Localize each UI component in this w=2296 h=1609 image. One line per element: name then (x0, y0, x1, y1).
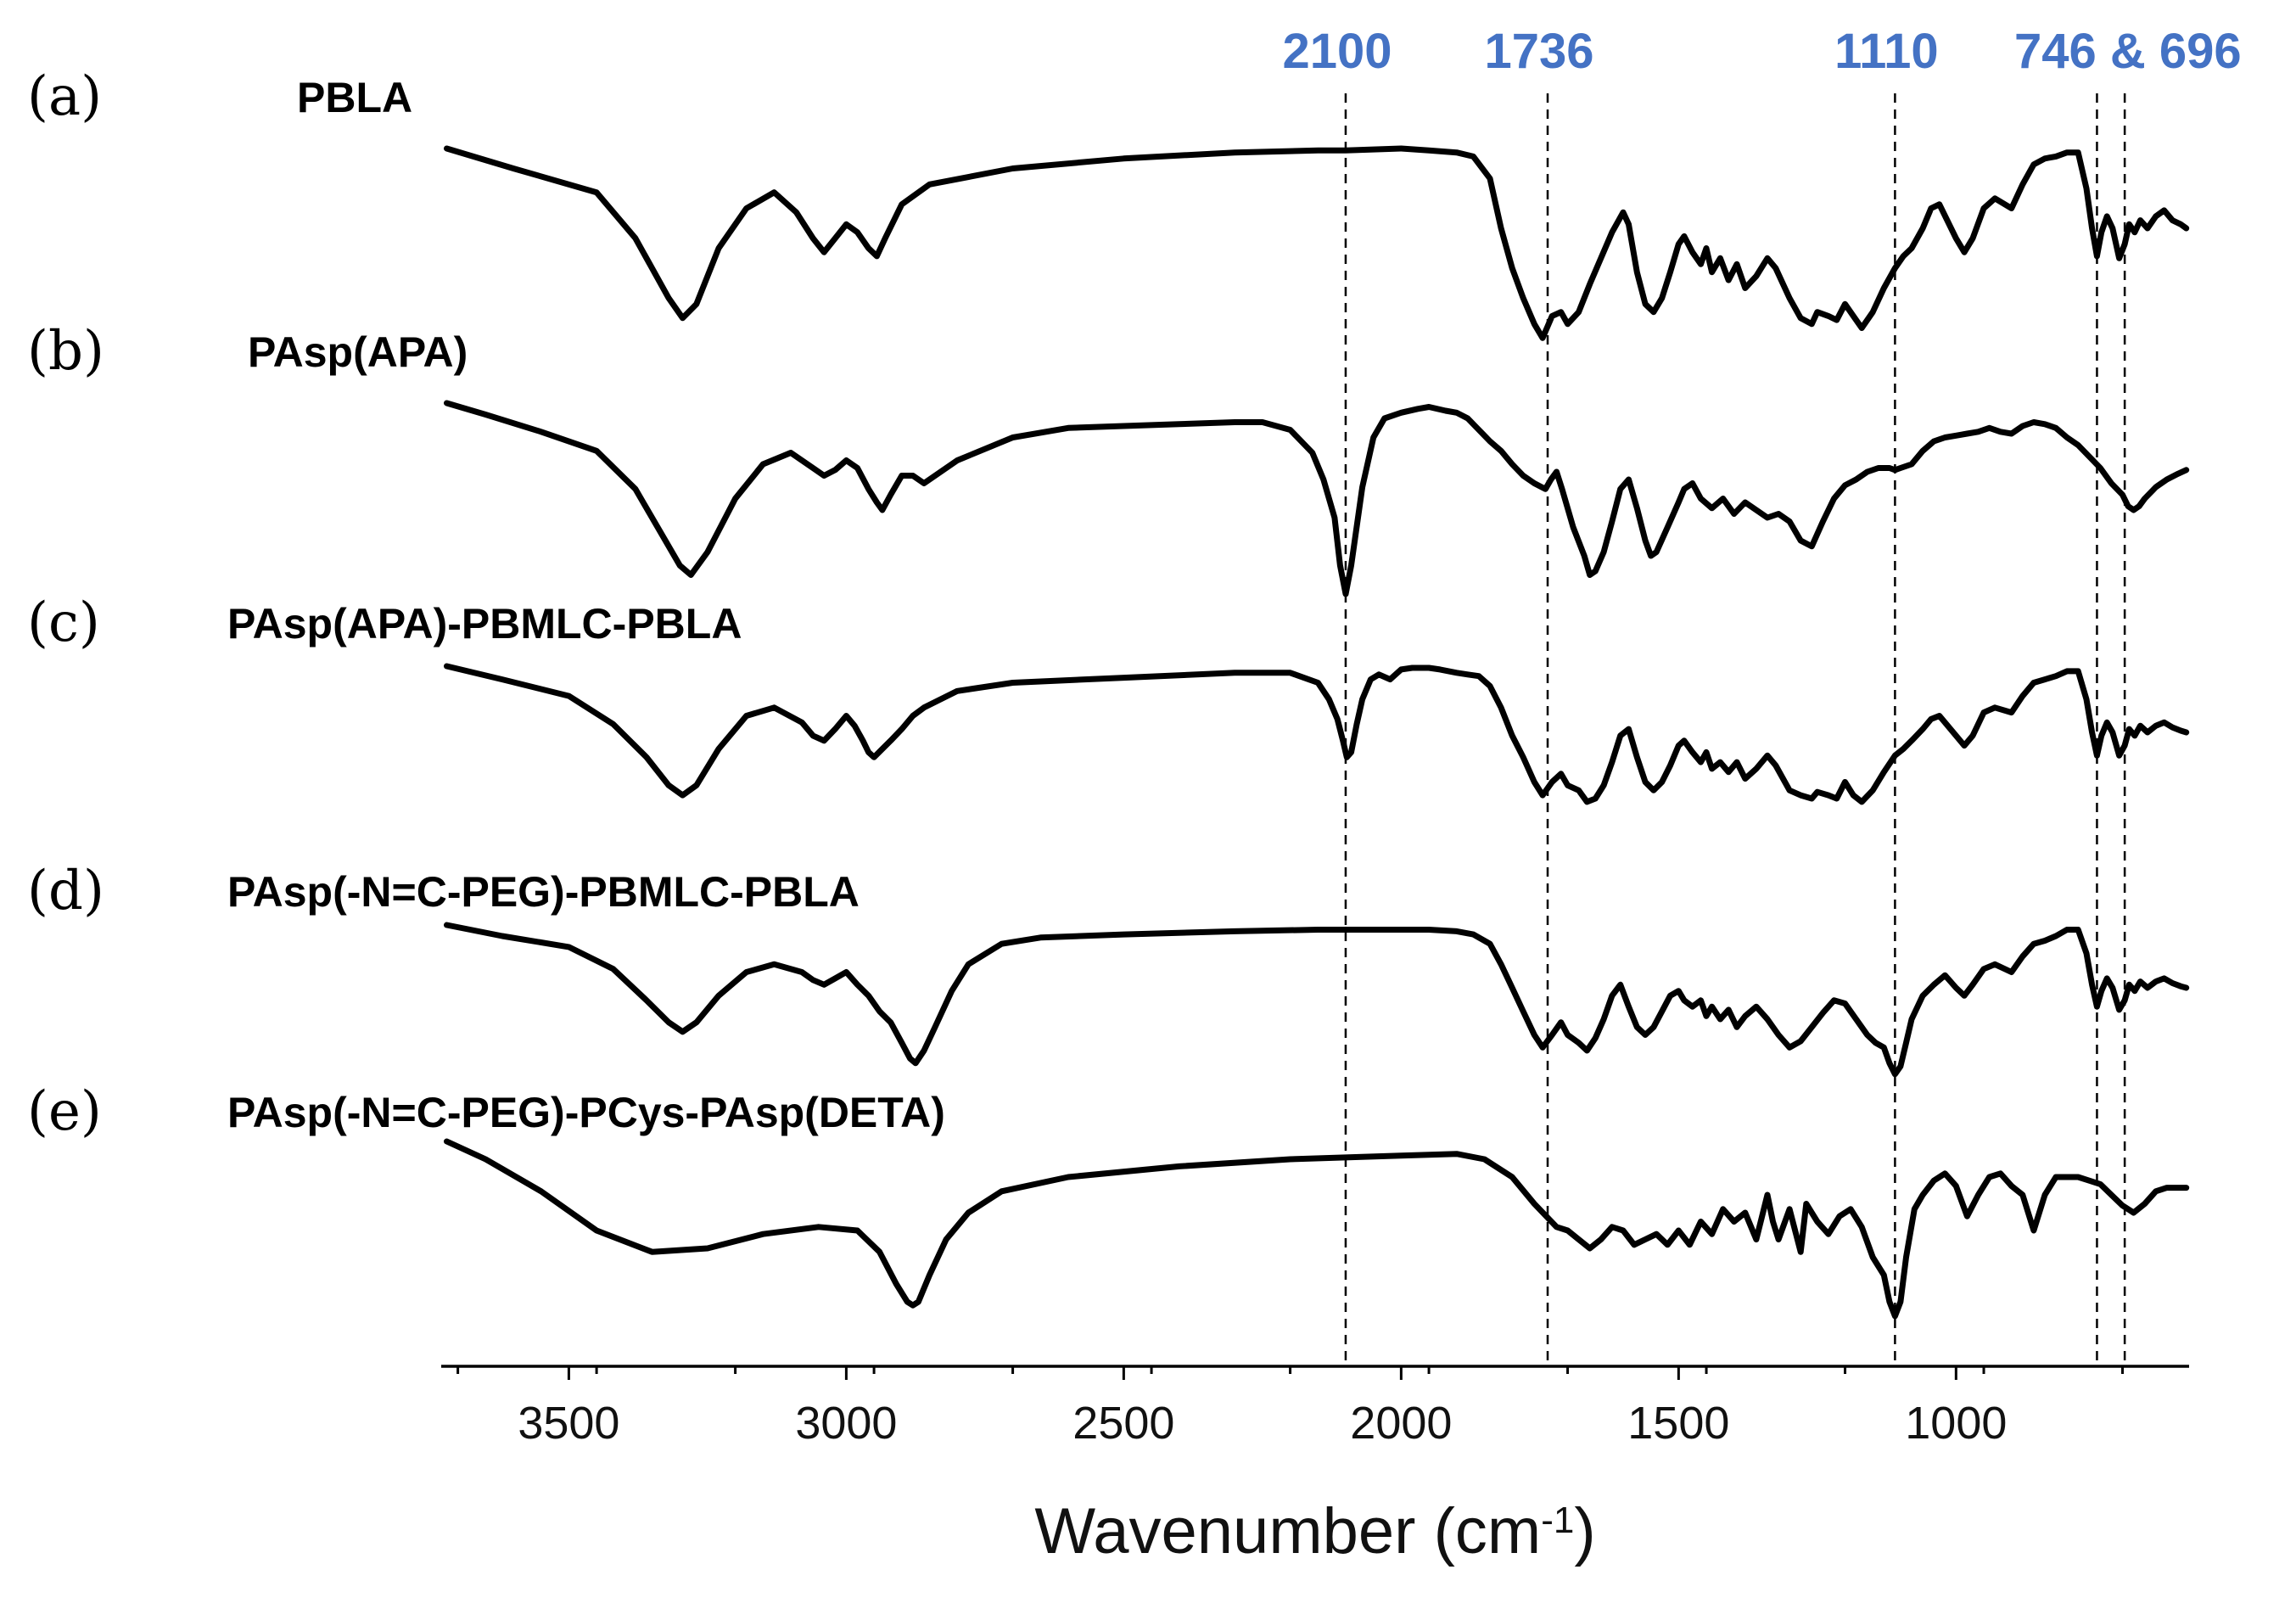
series-name-a: PBLA (297, 74, 412, 121)
x-tick-label-2500: 2500 (1072, 1398, 1174, 1449)
x-tick-label-1500: 1500 (1627, 1398, 1729, 1449)
reference-lines (1344, 93, 2126, 1362)
x-axis-title: Wavenumber (cm-1) (1034, 1495, 1595, 1567)
panel-letter-d: (d) (27, 860, 104, 922)
x-axis-ticks: 3500 3000 2500 2000 1500 1000 (456, 1366, 2125, 1449)
panel-letter-b: (b) (27, 320, 104, 383)
series-name-d: PAsp(-N=C-PEG)-PBMLC-PBLA (227, 868, 860, 916)
x-tick-label-3000: 3000 (795, 1398, 897, 1449)
series-name-b: PAsp(APA) (248, 328, 468, 376)
spectrum-e (444, 1138, 2190, 1320)
peak-label-2100: 2100 (1282, 24, 1392, 79)
panel-letter-a: (a) (27, 65, 102, 128)
x-tick-label-3500: 3500 (518, 1398, 619, 1449)
series-labels: (a) PBLA (b) PAsp(APA) (c) PAsp(APA)-PBMLC-PB… (27, 65, 945, 1143)
spectrum-b (444, 400, 2190, 597)
series-name-c: PAsp(APA)-PBMLC-PBLA (227, 600, 742, 648)
series-name-e: PAsp(-N=C-PEG)-PCys-PAsp(DETA) (227, 1089, 945, 1136)
x-tick-label-2000: 2000 (1350, 1398, 1452, 1449)
peak-label-1736: 1736 (1484, 24, 1593, 79)
spectrum-a (444, 145, 2190, 341)
peak-label-1110: 1110 (1834, 24, 1939, 79)
spectrum-d (444, 922, 2190, 1078)
spectra (444, 145, 2190, 1320)
peak-label-746-696: 746 & 696 (2014, 24, 2242, 79)
panel-letter-c: (c) (27, 591, 100, 654)
spectrum-c (444, 663, 2190, 805)
panel-letter-e: (e) (27, 1080, 102, 1143)
peak-labels: 2100 1736 1110 746 & 696 (1282, 24, 2241, 79)
x-tick-label-1000: 1000 (1905, 1398, 2007, 1449)
x-axis: 3500 3000 2500 2000 1500 1000 Wavenumber (cm-… (441, 1365, 2189, 1567)
